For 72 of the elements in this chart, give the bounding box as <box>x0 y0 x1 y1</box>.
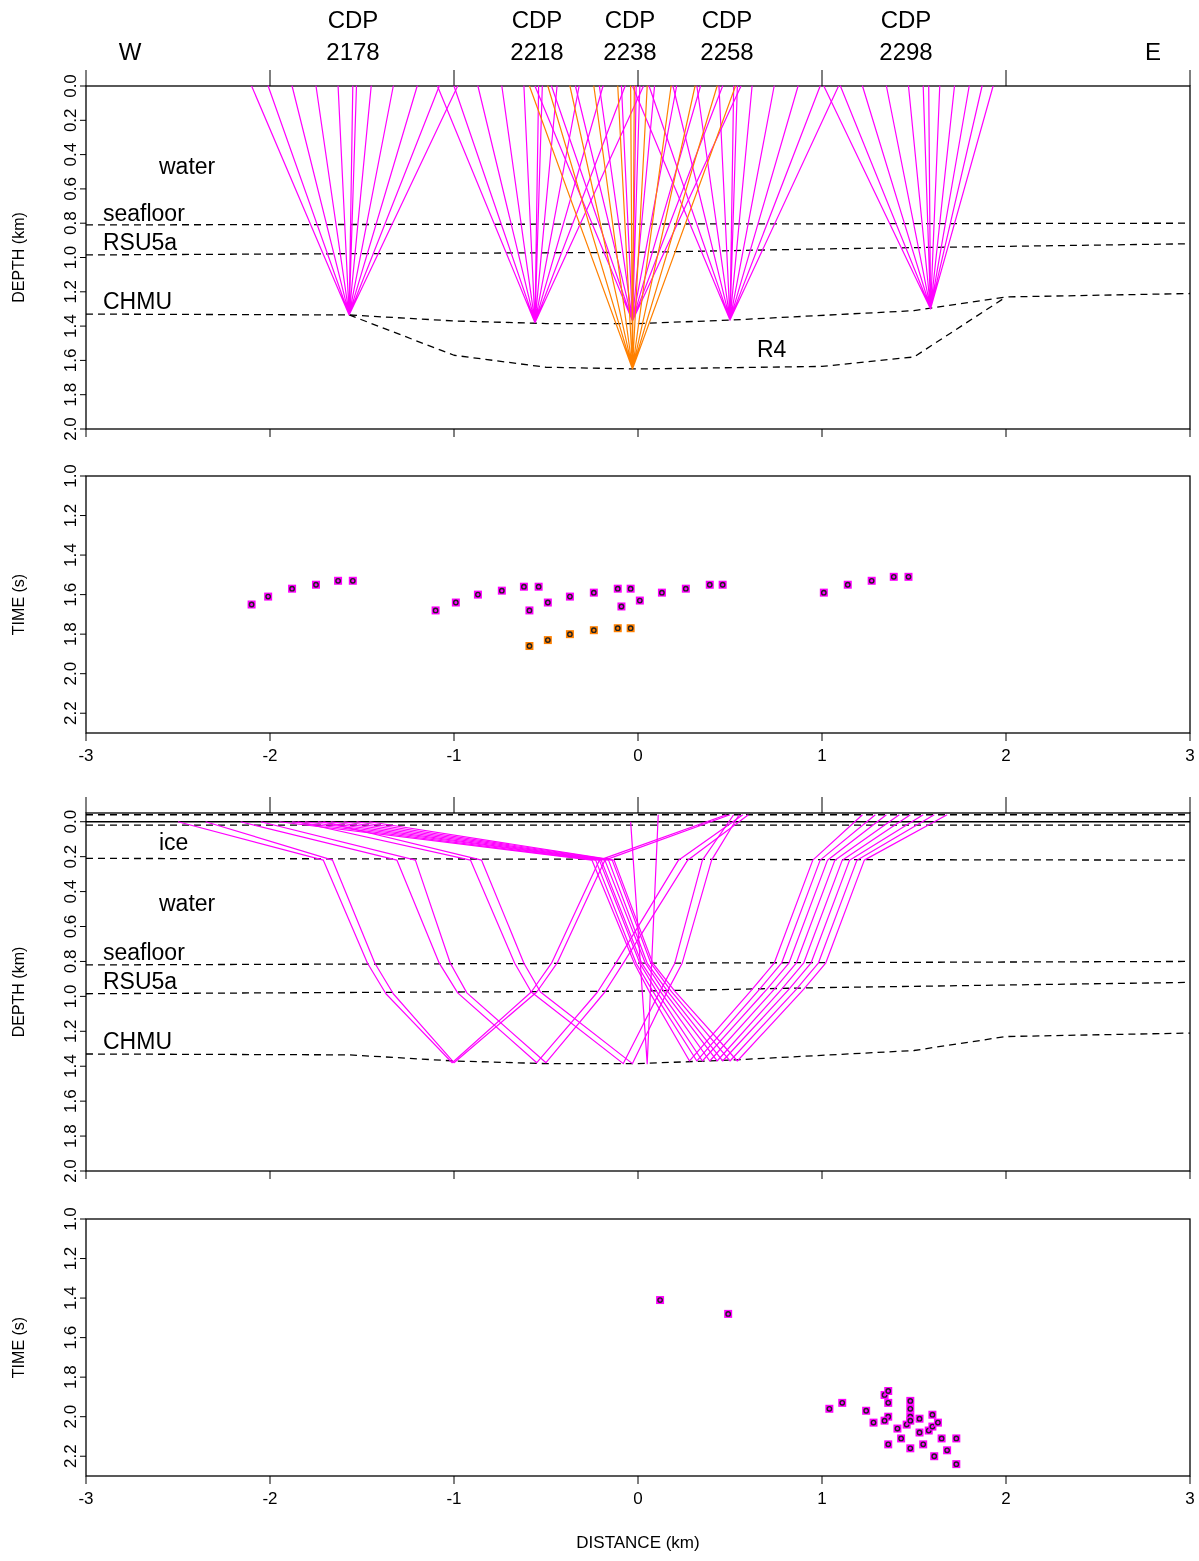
x-tick-label: 3 <box>1185 746 1195 765</box>
y-axis-title: DEPTH (km) <box>10 946 27 1038</box>
annotation: RSU5a <box>103 968 178 994</box>
y-tick-label: 2.2 <box>61 701 80 726</box>
y-tick-label: 2.0 <box>61 661 80 686</box>
x-tick-label: -3 <box>78 746 94 765</box>
y-tick-label: 0.2 <box>61 844 80 869</box>
annotation: CHMU <box>103 288 172 314</box>
y-tick-label: 0.4 <box>61 879 80 904</box>
y-tick-label: 1.6 <box>61 348 80 373</box>
annotation: R4 <box>757 336 787 362</box>
text: E <box>1144 38 1162 65</box>
y-tick-label: 1.0 <box>61 245 80 270</box>
x-tick-label: -3 <box>78 1489 94 1508</box>
y-tick-label: 1.6 <box>61 1089 80 1113</box>
text: W <box>118 38 142 65</box>
x-tick-label: 1 <box>817 746 827 765</box>
y-tick-label: 1.8 <box>61 1365 80 1389</box>
y-tick-label: 1.4 <box>61 1054 80 1079</box>
y-tick-label: 1.4 <box>61 314 80 338</box>
y-tick-label: 1.4 <box>61 1286 80 1310</box>
y-tick-label: 0.8 <box>61 211 80 236</box>
text: CDP 2238 <box>603 6 657 65</box>
x-tick-label: -1 <box>446 1489 462 1508</box>
y-tick-label: 1.0 <box>61 1207 80 1231</box>
annotation: water <box>158 153 216 179</box>
x-tick-label: -2 <box>262 746 278 765</box>
y-axis-title: DEPTH (km) <box>10 212 27 303</box>
y-tick-label: 1.6 <box>61 1325 80 1350</box>
y-tick-label: 0.4 <box>61 142 80 167</box>
annotation: seafloor <box>103 200 186 226</box>
x-axis-title: DISTANCE (km) <box>576 1533 700 1552</box>
y-tick-label: 1.2 <box>61 279 80 304</box>
text: CDP 2218 <box>510 6 564 65</box>
text: CDP 2178 <box>326 6 380 65</box>
x-tick-label: -1 <box>446 746 462 765</box>
y-tick-label: 1.2 <box>61 1019 80 1044</box>
x-tick-label: 2 <box>1001 1489 1011 1508</box>
y-axis-title: TIME (s) <box>10 1316 27 1379</box>
annotation: ice <box>159 829 189 855</box>
y-tick-label: 1.8 <box>61 1124 80 1148</box>
x-tick-label: 2 <box>1001 746 1011 765</box>
x-tick-label: 1 <box>817 1489 827 1508</box>
y-tick-label: 1.6 <box>61 582 80 607</box>
y-tick-label: 2.0 <box>61 1159 80 1183</box>
annotation: RSU5a <box>103 229 178 255</box>
x-tick-label: 0 <box>633 1489 643 1508</box>
y-tick-label: 0.0 <box>61 74 80 98</box>
y-tick-label: 2.0 <box>61 1404 80 1429</box>
x-tick-label: -2 <box>262 1489 278 1508</box>
x-tick-label: 0 <box>633 746 643 765</box>
x-tick-label: 3 <box>1185 1489 1195 1508</box>
y-tick-label: 1.8 <box>61 382 80 407</box>
y-tick-label: 0.6 <box>61 177 80 201</box>
y-tick-label: 1.2 <box>61 1246 80 1271</box>
y-tick-label: 0.6 <box>61 914 80 939</box>
y-tick-label: 2.0 <box>61 417 80 441</box>
y-tick-label: 0.2 <box>61 108 80 133</box>
y-tick-label: 1.8 <box>61 622 80 646</box>
y-tick-label: 1.4 <box>61 543 80 567</box>
y-tick-label: 0.0 <box>61 809 80 834</box>
annotation: CHMU <box>103 1028 172 1054</box>
y-tick-label: 1.0 <box>61 984 80 1009</box>
y-tick-label: 0.8 <box>61 949 80 974</box>
y-tick-label: 1.2 <box>61 503 80 528</box>
text: CDP 2258 <box>700 6 754 65</box>
y-tick-label: 2.2 <box>61 1444 80 1469</box>
y-axis-title: TIME (s) <box>10 573 27 636</box>
y-tick-label: 1.0 <box>61 464 80 488</box>
annotation: water <box>158 890 216 916</box>
annotation: seafloor <box>103 939 186 965</box>
text: CDP 2298 <box>879 6 933 65</box>
